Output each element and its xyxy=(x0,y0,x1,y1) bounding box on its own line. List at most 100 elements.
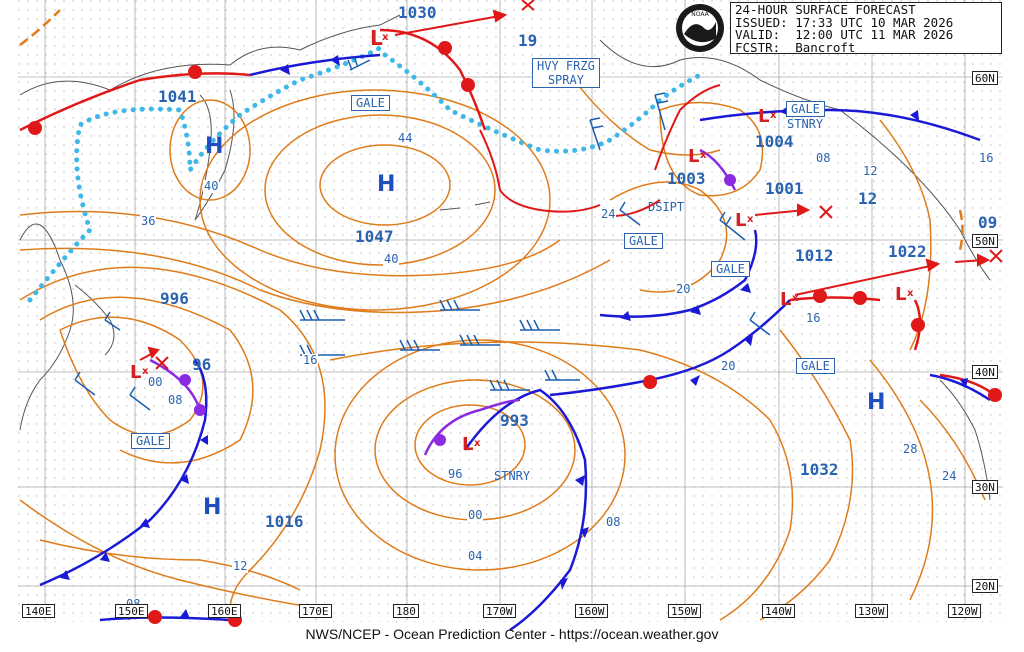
dissipating-label: DSIPT xyxy=(648,200,685,214)
stationary-label: STNRY xyxy=(787,117,824,131)
svg-text:L: L xyxy=(735,210,746,231)
high-center: H xyxy=(377,172,396,197)
svg-text:L: L xyxy=(780,289,791,310)
warm-front-symbols xyxy=(28,41,1002,627)
header-forecaster: FCSTR: Bancroft xyxy=(735,39,856,55)
isobar-label: 96 xyxy=(192,355,212,374)
svg-text:x: x xyxy=(142,366,149,377)
longitude-label: 120W xyxy=(948,604,981,618)
longitude-label: 140W xyxy=(762,604,795,618)
longitude-label: 160W xyxy=(575,604,608,618)
isobar-label: 20 xyxy=(720,359,737,373)
svg-text:x: x xyxy=(747,214,754,225)
storm-tracks xyxy=(139,9,991,361)
latitude-label: 40N xyxy=(972,365,998,379)
forecast-positions xyxy=(155,0,1003,370)
longitude-label: 150E xyxy=(115,604,148,618)
isobar-label: 08 xyxy=(167,393,184,407)
gale-warning-label: GALE xyxy=(796,358,835,374)
noaa-logo-icon: NOAA xyxy=(676,4,724,52)
isobar-label: 00 xyxy=(147,375,164,389)
isobar-label: 08 xyxy=(605,515,622,529)
isobar-label: 12 xyxy=(862,164,879,178)
gale-warning-label: GALE xyxy=(624,233,663,249)
heavy-freezing-spray-label: HVY FRZG SPRAY xyxy=(532,58,600,88)
isobars xyxy=(19,59,986,621)
svg-text:x: x xyxy=(770,110,777,121)
isobar-label: 16 xyxy=(978,151,995,165)
freezing-spray-line2: SPRAY xyxy=(547,73,584,87)
footer-credit: NWS/NCEP - Ocean Prediction Center - htt… xyxy=(305,626,719,642)
svg-text:x: x xyxy=(792,293,799,304)
svg-text:NOAA: NOAA xyxy=(691,11,709,18)
svg-text:L: L xyxy=(758,106,769,127)
longitude-label: 130W xyxy=(855,604,888,618)
isobar-label: 08 xyxy=(815,151,832,165)
high-center: H xyxy=(205,134,224,159)
svg-text:x: x xyxy=(700,150,707,161)
isobar-label: 12 xyxy=(858,189,878,208)
svg-text:L: L xyxy=(895,284,906,305)
pressure-1022: 1022 xyxy=(888,242,927,261)
fronts xyxy=(19,9,1001,632)
svg-text:L: L xyxy=(688,146,699,167)
isobar-label: 16 xyxy=(302,353,319,367)
latitude-label: 50N xyxy=(972,234,998,248)
isobar-label: 24 xyxy=(941,469,958,483)
longitude-label: 170W xyxy=(483,604,516,618)
gale-warning-label: GALE xyxy=(786,101,825,117)
wind-barbs xyxy=(74,56,771,411)
pressure-1041: 1041 xyxy=(158,87,197,106)
latitude-label: 20N xyxy=(972,579,998,593)
latitude-label: 30N xyxy=(972,480,998,494)
svg-text:x: x xyxy=(382,32,389,43)
isobar-label: 04 xyxy=(467,549,484,563)
svg-text:L: L xyxy=(370,26,383,50)
high-center: H xyxy=(203,495,222,520)
isobar-label: 96 xyxy=(447,467,464,481)
longitude-label: 150W xyxy=(668,604,701,618)
isobar-label: 40 xyxy=(383,252,400,266)
isobar-label: 24 xyxy=(600,207,617,221)
pressure-993: 993 xyxy=(500,411,529,430)
gale-warning-label: GALE xyxy=(131,433,170,449)
pressure-1016: 1016 xyxy=(265,512,304,531)
pressure-1032: 1032 xyxy=(800,460,839,479)
svg-text:L: L xyxy=(462,434,473,455)
pressure-1003: 1003 xyxy=(667,169,706,188)
stationary-label: STNRY xyxy=(494,469,531,483)
longitude-label: 170E xyxy=(299,604,332,618)
ice-edge xyxy=(27,42,703,303)
isobar-label: 00 xyxy=(467,508,484,522)
isobar-label: 44 xyxy=(397,131,414,145)
pressure-996: 996 xyxy=(160,289,189,308)
high-center: H xyxy=(867,390,886,415)
svg-text:x: x xyxy=(474,438,481,449)
pressure-1047: 1047 xyxy=(355,227,394,246)
longitude-label: 160E xyxy=(208,604,241,618)
isobar-label: 28 xyxy=(902,442,919,456)
isobar-label: 40 xyxy=(203,179,220,193)
pressure-1012: 1012 xyxy=(795,246,834,265)
isobar-label: 09 xyxy=(978,213,998,232)
gale-warning-label: GALE xyxy=(351,95,390,111)
isobar-label: 20 xyxy=(675,282,692,296)
pressure-1001: 1001 xyxy=(765,179,804,198)
isobar-label: 36 xyxy=(140,214,157,228)
pressure-1004: 1004 xyxy=(755,132,794,151)
latitude-label: 60N xyxy=(972,71,998,85)
svg-text:x: x xyxy=(907,288,914,299)
isobar-label: 12 xyxy=(232,559,249,573)
pressure-1030: 1030 xyxy=(398,3,437,22)
gale-warning-label: GALE xyxy=(711,261,750,277)
longitude-label: 140E xyxy=(22,604,55,618)
isobar-label: 16 xyxy=(805,311,822,325)
longitude-label: 180 xyxy=(393,604,419,618)
freezing-spray-line1: HVY FRZG xyxy=(537,59,595,73)
header-valid: VALID: 12:00 UTC 11 MAR 2026 xyxy=(735,27,954,42)
header-title: 24-HOUR SURFACE FORECAST xyxy=(735,2,916,17)
svg-text:L: L xyxy=(130,362,141,383)
isobar-label: 19 xyxy=(518,31,538,50)
